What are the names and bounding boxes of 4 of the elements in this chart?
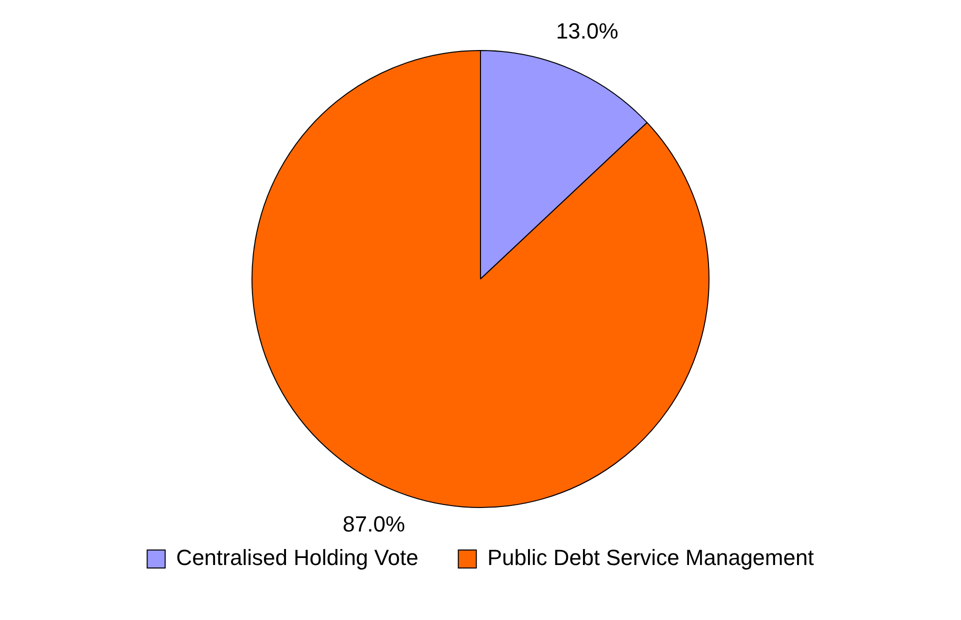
data-label: 87.0% [342,511,406,536]
legend-label: Centralised Holding Vote [176,545,418,570]
data-label: 13.0% [556,18,618,44]
legend-label: Public Debt Service Management [487,545,814,570]
